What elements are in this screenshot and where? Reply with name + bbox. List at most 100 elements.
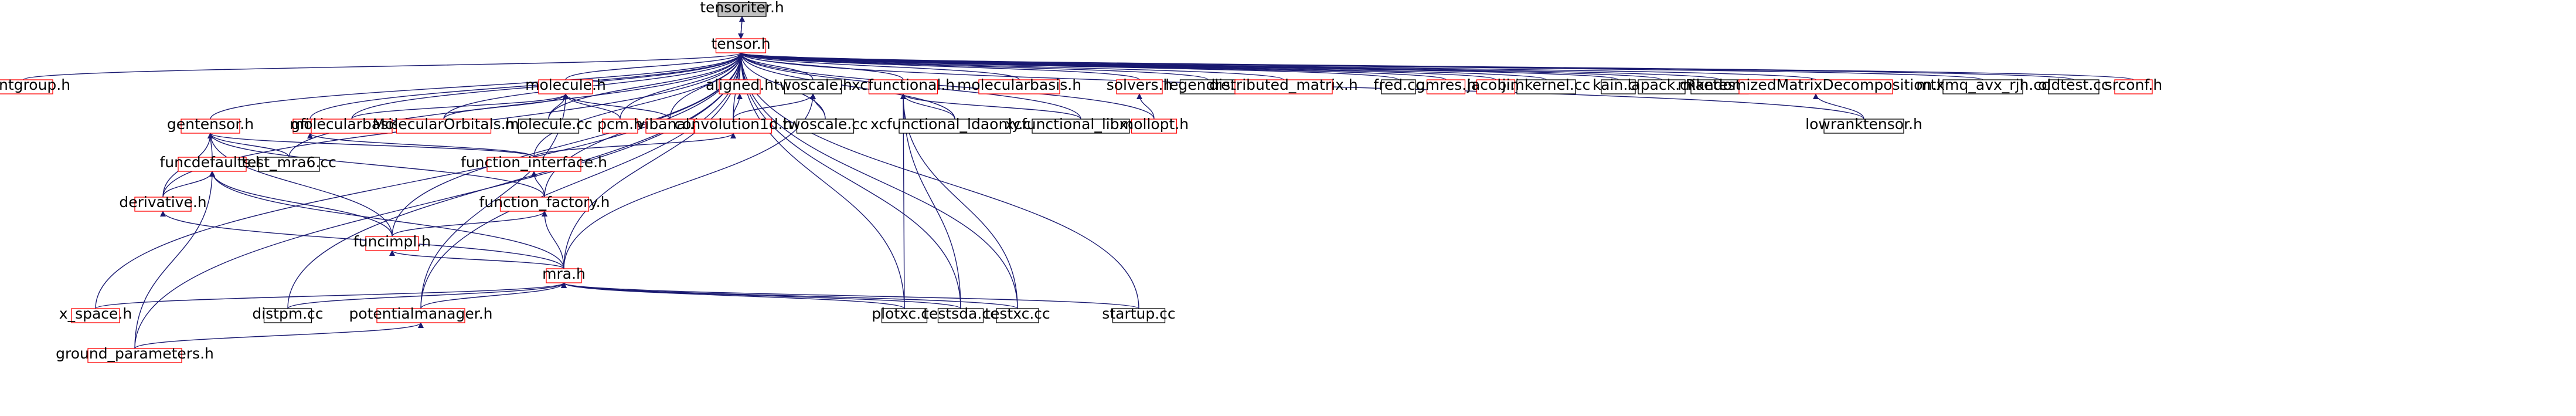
edge-molecularbasis_top-to-tensor (738, 52, 1020, 80)
node-label: gentensor.h (167, 116, 254, 133)
edge-distpm-to-tensor (287, 52, 744, 309)
node-label: tensoriter.h (700, 0, 784, 16)
node-molecularbasis_top[interactable]: molecularbasis.h (957, 76, 1081, 94)
edge-tensor-to-tensoriter (739, 16, 745, 39)
node-jimkernel[interactable]: jimkernel.cc (1502, 76, 1591, 94)
node-kain[interactable]: kain.cc (1592, 76, 1644, 94)
edge-function_factory-to-function_interface (531, 171, 545, 198)
node-x_space[interactable]: x_space.h (59, 305, 132, 323)
node-molecule_cc[interactable]: molecule.cc (505, 116, 593, 134)
node-mtxmq[interactable]: mtxmq_avx_rjh.cc (1916, 76, 2050, 94)
edge-test_mra6-to-gentensor (207, 133, 290, 158)
node-xc_ldaonly[interactable]: xcfunctional_ldaonly.cc (870, 116, 1039, 134)
node-convolution1d[interactable]: convolution1d.h (674, 116, 792, 134)
node-xcfunctional[interactable]: xcfunctional.h (852, 76, 955, 94)
node-label: lowranktensor.h (1805, 116, 1922, 133)
node-lapack[interactable]: lapack.cc (1627, 76, 1696, 94)
node-gmres[interactable]: gmres.h (1416, 76, 1476, 94)
node-label: aligned.h (706, 76, 774, 93)
node-rmd[interactable]: RandomizedMatrixDecomposition.h (1686, 76, 1946, 94)
node-label: MolecularOrbitals.h (373, 116, 515, 133)
node-box (71, 308, 120, 323)
node-mollopt[interactable]: mollopt.h (1119, 116, 1189, 134)
node-testsda[interactable]: testsda.cc (923, 305, 998, 323)
node-label: x_space.h (59, 305, 132, 322)
edge-ground_parameters-to-potentialmanager (134, 322, 424, 349)
node-box (181, 119, 240, 134)
node-distributed_matrix[interactable]: distributed_matrix.h (1209, 76, 1358, 94)
node-label: jacobi.h (1466, 76, 1524, 93)
edge-convolution1d-to-aligned (733, 93, 743, 120)
edge-twoscale_cc-to-tensor (738, 52, 826, 120)
node-tensor[interactable]: tensor.h (711, 35, 771, 53)
node-box (1112, 308, 1166, 323)
node-label: RandomizedMatrixDecomposition.h (1686, 76, 1946, 93)
node-gentensor[interactable]: gentensor.h (167, 116, 254, 134)
node-box (258, 157, 320, 172)
node-funcdefaults[interactable]: funcdefaults.h (159, 154, 265, 172)
edge-gfit-to-tensor (309, 52, 744, 120)
edge-lowranktensor-to-rmd (1813, 93, 1864, 120)
node-startup[interactable]: startup.cc (1102, 305, 1176, 323)
node-solvers[interactable]: solvers.h (1107, 76, 1173, 94)
node-molecule[interactable]: molecule.h (525, 76, 606, 94)
node-testxc[interactable]: testxc.cc (985, 305, 1050, 323)
edge-function_interface-to-tensor (533, 52, 744, 158)
node-box (87, 348, 182, 363)
node-pcm[interactable]: pcm.h (597, 116, 643, 134)
node-vibanal[interactable]: vibanal.h (637, 116, 704, 134)
node-molecularbasis_mid[interactable]: molecularbasis.h (290, 116, 414, 134)
node-molecularorbitals[interactable]: MolecularOrbitals.h (373, 116, 515, 134)
node-box (1131, 119, 1178, 134)
edge-pointgroup-to-tensor (23, 52, 744, 80)
node-distpm[interactable]: distpm.cc (252, 305, 324, 323)
node-funcimpl[interactable]: funcimpl.h (353, 233, 431, 251)
node-twoscale_h[interactable]: twoscale.h (774, 76, 852, 94)
node-label: pointgroup.h (0, 76, 70, 93)
node-box (396, 119, 492, 134)
node-lowranktensor[interactable]: lowranktensor.h (1805, 116, 1922, 134)
node-label: plotxc.cc (872, 305, 937, 322)
node-box (1738, 79, 1893, 94)
node-ground_parameters[interactable]: ground_parameters.h (56, 345, 214, 363)
edge-x_space-to-mra (95, 282, 567, 309)
node-aligned[interactable]: aligned.h (706, 76, 774, 94)
node-label: molecule.cc (505, 116, 592, 133)
node-label: mtxmq_avx_rjh.cc (1916, 76, 2050, 93)
node-test_mra6[interactable]: test_mra6.cc (241, 154, 336, 172)
node-box (1476, 79, 1516, 94)
node-label: xcfunctional_ldaonly.cc (870, 116, 1039, 133)
node-box (996, 308, 1039, 323)
node-function_factory[interactable]: function_factory.h (479, 194, 610, 212)
node-label: twoscale.h (774, 76, 852, 93)
node-label: mollopt.h (1119, 116, 1189, 133)
node-label: testxc.cc (985, 305, 1050, 322)
edge-molecule-to-tensor (565, 52, 744, 80)
node-function_interface[interactable]: function_interface.h (461, 154, 607, 172)
edge-potentialmanager-to-mra (420, 282, 567, 309)
edge-srconf-to-tensor (738, 52, 2134, 80)
node-jacobi[interactable]: jacobi.h (1466, 76, 1524, 94)
node-box (717, 2, 767, 17)
node-box (978, 79, 1060, 94)
node-srconf[interactable]: srconf.h (2105, 76, 2162, 94)
node-box (899, 119, 1011, 134)
node-pointgroup[interactable]: pointgroup.h (0, 76, 70, 94)
node-box (868, 79, 938, 94)
node-label: potentialmanager.h (349, 305, 492, 322)
node-label: mra.h (542, 265, 586, 282)
node-twoscale_cc[interactable]: twoscale.cc (782, 116, 868, 134)
edge-ground_parameters-to-funcdefaults (134, 171, 215, 349)
node-fred[interactable]: fred.cc (1373, 76, 1424, 94)
graph-edges (23, 16, 2134, 349)
node-potentialmanager[interactable]: potentialmanager.h (349, 305, 493, 323)
node-box (546, 268, 582, 283)
node-oldtest[interactable]: oldtest.cc (2038, 76, 2109, 94)
node-mra[interactable]: mra.h (542, 265, 586, 283)
node-label: tensor.h (711, 35, 770, 52)
node-derivative[interactable]: derivative.h (119, 194, 207, 212)
node-box (2114, 79, 2153, 94)
node-plotxc[interactable]: plotxc.cc (872, 305, 937, 323)
node-label: jimkernel.cc (1502, 76, 1591, 93)
